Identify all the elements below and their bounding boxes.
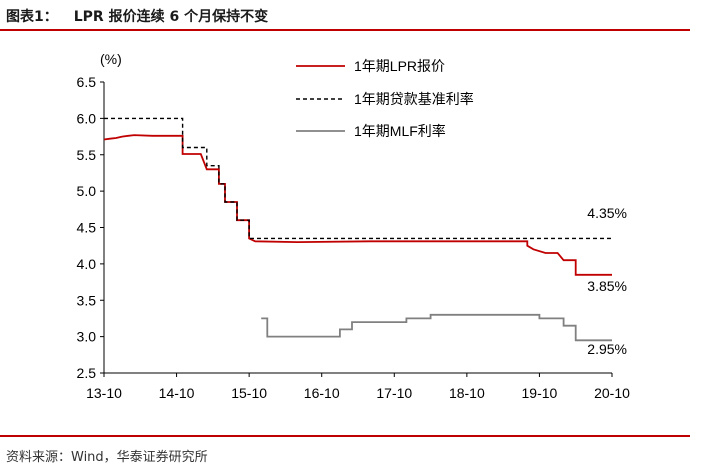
y-tick-label: 5.5 [77, 147, 97, 163]
footer-rule [0, 435, 690, 437]
chart-legend: 1年期LPR报价 1年期贷款基准利率 1年期MLF利率 [296, 58, 474, 139]
y-tick-label: 3.5 [77, 292, 97, 308]
y-tick-label: 3.0 [77, 329, 97, 345]
title-rule [0, 29, 690, 31]
chart-annotations: 4.35% 3.85% 2.95% [587, 205, 627, 357]
y-axis-unit: (%) [100, 51, 122, 67]
x-tick-label: 18-10 [449, 385, 485, 401]
data-label-2: 3.85% [587, 278, 627, 294]
series-line-3 [261, 313, 612, 342]
y-tick-label: 5.0 [77, 183, 97, 199]
source-note: 资料来源：Wind，华泰证券研究所 [6, 450, 208, 465]
x-tick-label: 20-10 [594, 385, 630, 401]
line-chart: 6.5 6.0 5.5 5.0 4.5 4.0 3.5 3.0 2.5 (%) 13-10 14-10… [77, 51, 631, 401]
figure-title: 图表1： LPR 报价连续 6 个月保持不变 [6, 6, 268, 26]
figure-label: 图表1： [6, 9, 58, 25]
x-tick-label: 16-10 [304, 385, 340, 401]
legend-label-1: 1年期LPR报价 [354, 58, 445, 74]
legend-label-3: 1年期MLF利率 [354, 123, 446, 139]
series-line-2 [104, 117, 612, 240]
y-tick-label: 6.5 [77, 74, 97, 90]
x-tick-label: 19-10 [522, 385, 558, 401]
figure-title-text: LPR 报价连续 6 个月保持不变 [73, 9, 269, 25]
x-tick-label: 13-10 [86, 385, 122, 401]
chart-axes: 6.5 6.0 5.5 5.0 4.5 4.0 3.5 3.0 2.5 (%) 13-10 14-10… [77, 51, 631, 401]
series-line-1 [103, 134, 612, 276]
data-label-3: 2.95% [587, 341, 627, 357]
y-tick-label: 6.0 [77, 110, 97, 126]
chart-series [103, 117, 612, 342]
data-label-1: 4.35% [587, 205, 627, 221]
y-tick-label: 2.5 [77, 365, 97, 381]
x-tick-label: 17-10 [376, 385, 412, 401]
x-tick-label: 14-10 [159, 385, 195, 401]
y-tick-label: 4.5 [77, 220, 97, 236]
x-tick-label: 15-10 [231, 385, 267, 401]
y-tick-label: 4.0 [77, 256, 97, 272]
legend-label-2: 1年期贷款基准利率 [354, 91, 474, 107]
